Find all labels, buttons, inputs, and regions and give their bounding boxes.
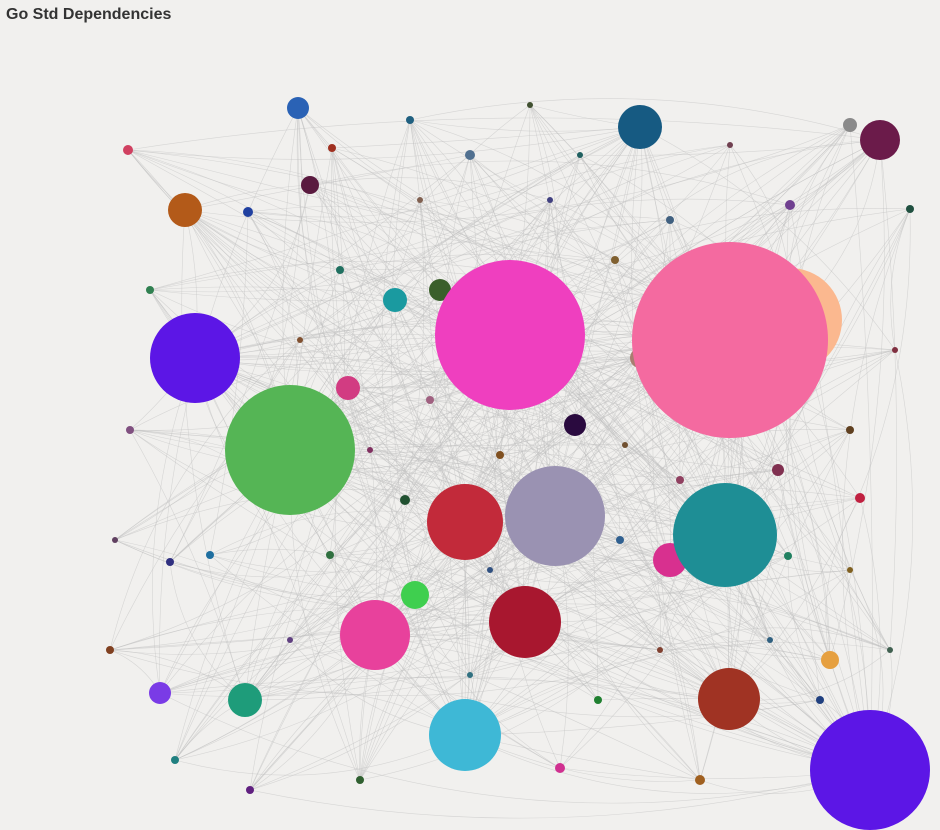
edge bbox=[195, 155, 470, 358]
node[interactable] bbox=[301, 176, 319, 194]
node[interactable] bbox=[666, 216, 674, 224]
node[interactable] bbox=[243, 207, 253, 217]
node[interactable] bbox=[487, 567, 493, 573]
node[interactable] bbox=[336, 376, 360, 400]
node[interactable] bbox=[225, 385, 355, 515]
edge bbox=[530, 105, 870, 770]
node[interactable] bbox=[564, 414, 586, 436]
node[interactable] bbox=[577, 152, 583, 158]
node[interactable] bbox=[855, 493, 865, 503]
node[interactable] bbox=[892, 347, 898, 353]
network-svg bbox=[0, 0, 940, 830]
node[interactable] bbox=[594, 696, 602, 704]
node[interactable] bbox=[846, 426, 854, 434]
node[interactable] bbox=[106, 646, 114, 654]
node[interactable] bbox=[206, 551, 214, 559]
node[interactable] bbox=[784, 552, 792, 560]
node[interactable] bbox=[383, 288, 407, 312]
node[interactable] bbox=[816, 696, 824, 704]
node[interactable] bbox=[166, 558, 174, 566]
node[interactable] bbox=[676, 476, 684, 484]
node[interactable] bbox=[785, 200, 795, 210]
node[interactable] bbox=[767, 637, 773, 643]
edge bbox=[170, 522, 465, 577]
edge bbox=[640, 127, 870, 770]
node[interactable] bbox=[887, 647, 893, 653]
node[interactable] bbox=[527, 102, 533, 108]
edge bbox=[842, 209, 910, 770]
node[interactable] bbox=[246, 786, 254, 794]
node[interactable] bbox=[112, 537, 118, 543]
edge bbox=[465, 700, 820, 735]
node[interactable] bbox=[149, 682, 171, 704]
node[interactable] bbox=[611, 256, 619, 264]
edge bbox=[891, 209, 910, 350]
node[interactable] bbox=[906, 205, 914, 213]
node[interactable] bbox=[810, 710, 930, 830]
edge bbox=[175, 735, 465, 775]
node[interactable] bbox=[616, 536, 624, 544]
node[interactable] bbox=[698, 668, 760, 730]
node[interactable] bbox=[426, 396, 434, 404]
node[interactable] bbox=[772, 464, 784, 476]
node[interactable] bbox=[340, 600, 410, 670]
node[interactable] bbox=[326, 551, 334, 559]
node[interactable] bbox=[496, 451, 504, 459]
node[interactable] bbox=[821, 651, 839, 669]
node[interactable] bbox=[168, 193, 202, 227]
node[interactable] bbox=[336, 266, 344, 274]
node[interactable] bbox=[618, 105, 662, 149]
node[interactable] bbox=[287, 637, 293, 643]
node[interactable] bbox=[435, 260, 585, 410]
node[interactable] bbox=[727, 142, 733, 148]
node[interactable] bbox=[555, 763, 565, 773]
node[interactable] bbox=[467, 672, 473, 678]
node[interactable] bbox=[547, 197, 553, 203]
edge bbox=[128, 118, 880, 150]
node[interactable] bbox=[695, 775, 705, 785]
node[interactable] bbox=[171, 756, 179, 764]
node[interactable] bbox=[400, 495, 410, 505]
node[interactable] bbox=[673, 483, 777, 587]
node[interactable] bbox=[297, 337, 303, 343]
edge bbox=[298, 108, 470, 675]
chart-canvas: Go Std Dependencies bbox=[0, 0, 940, 830]
node[interactable] bbox=[287, 97, 309, 119]
node[interactable] bbox=[847, 567, 853, 573]
node[interactable] bbox=[427, 484, 503, 560]
node[interactable] bbox=[843, 118, 857, 132]
node[interactable] bbox=[150, 313, 240, 403]
node[interactable] bbox=[657, 647, 663, 653]
node[interactable] bbox=[123, 145, 133, 155]
node[interactable] bbox=[356, 776, 364, 784]
node[interactable] bbox=[632, 242, 828, 438]
node[interactable] bbox=[860, 120, 900, 160]
node[interactable] bbox=[406, 116, 414, 124]
node[interactable] bbox=[146, 286, 154, 294]
node[interactable] bbox=[126, 426, 134, 434]
edge bbox=[850, 125, 872, 770]
node[interactable] bbox=[417, 197, 423, 203]
edge bbox=[150, 145, 730, 292]
node[interactable] bbox=[367, 447, 373, 453]
node[interactable] bbox=[505, 466, 605, 566]
node[interactable] bbox=[465, 150, 475, 160]
edge bbox=[660, 628, 890, 650]
node[interactable] bbox=[622, 442, 628, 448]
edge bbox=[150, 127, 640, 290]
node[interactable] bbox=[429, 699, 501, 771]
node[interactable] bbox=[328, 144, 336, 152]
node[interactable] bbox=[401, 581, 429, 609]
node[interactable] bbox=[228, 683, 262, 717]
node[interactable] bbox=[489, 586, 561, 658]
chart-title: Go Std Dependencies bbox=[6, 6, 171, 24]
